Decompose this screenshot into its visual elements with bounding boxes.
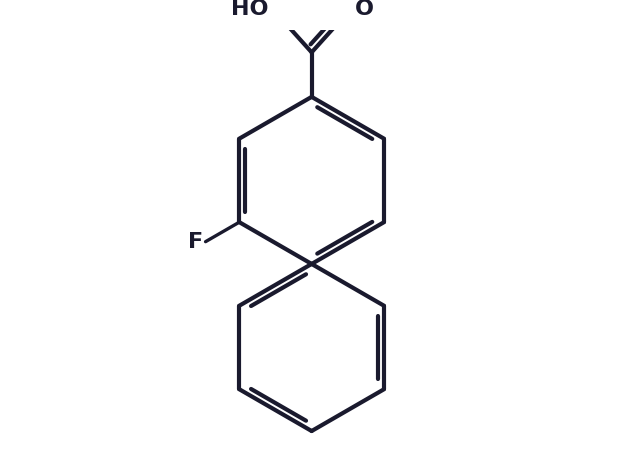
Text: HO: HO [231, 0, 268, 19]
Text: F: F [188, 232, 203, 251]
Text: O: O [355, 0, 374, 19]
